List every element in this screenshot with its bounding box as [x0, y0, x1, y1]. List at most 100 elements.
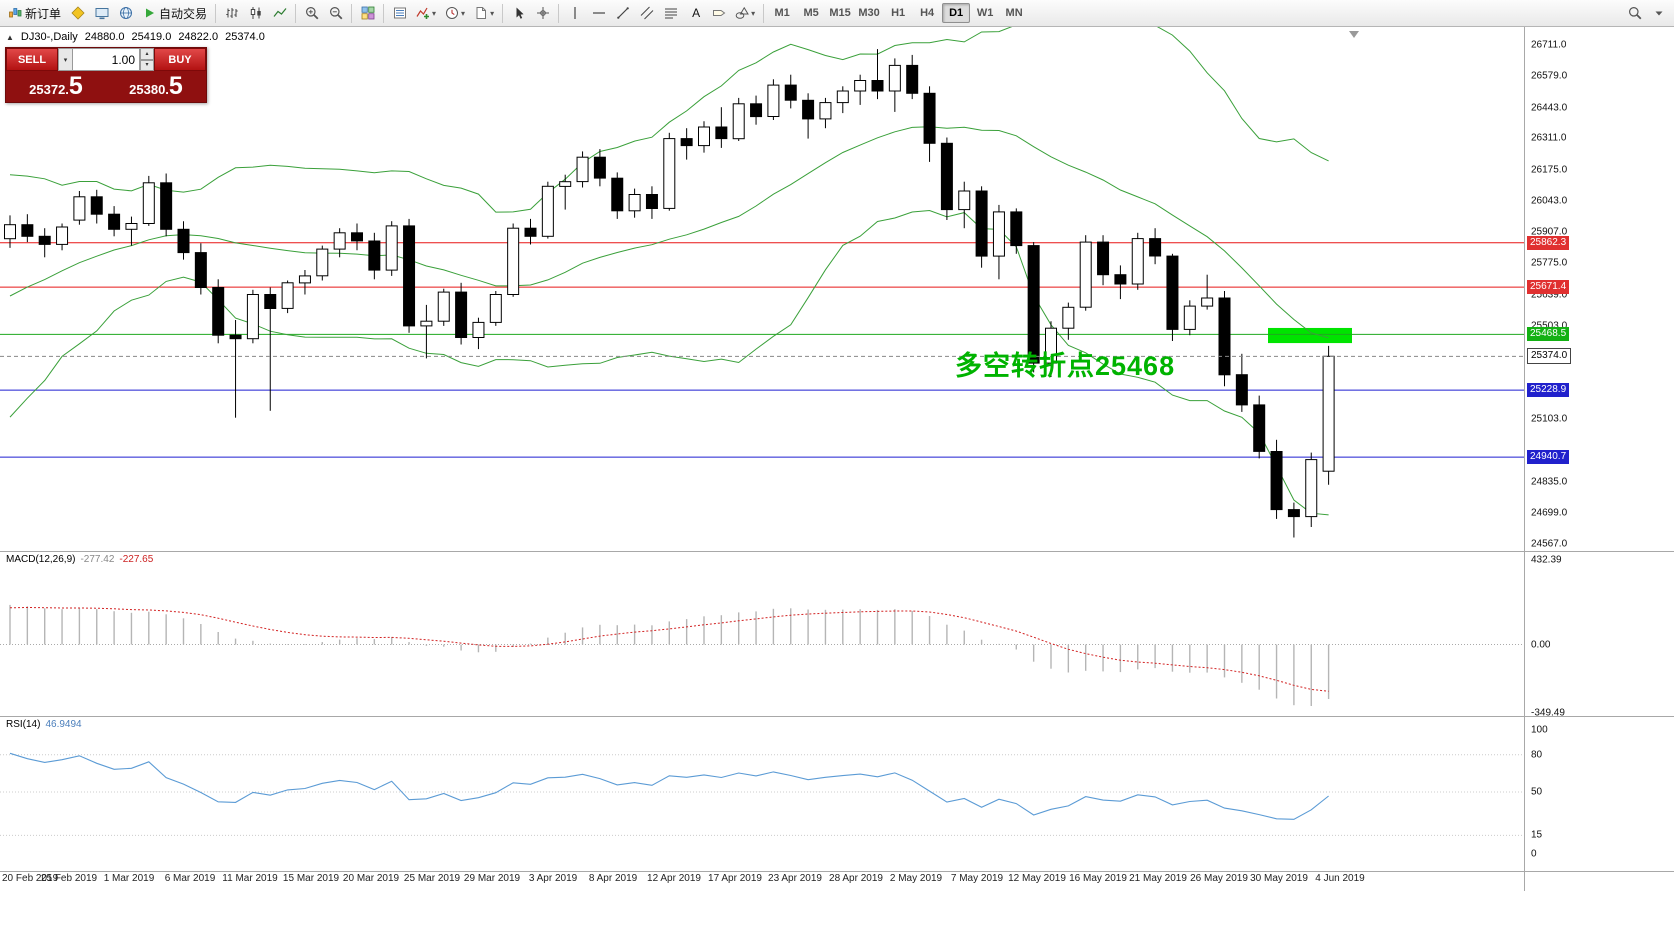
vertical-line-icon	[568, 6, 582, 20]
time-axis-label: 30 May 2019	[1250, 873, 1308, 884]
timeframe-d1-button[interactable]: D1	[942, 3, 971, 23]
time-axis-label: 21 May 2019	[1129, 873, 1187, 884]
sell-price: 25372.5	[6, 72, 106, 101]
metaeditor-button[interactable]	[66, 2, 89, 25]
timeframe-h4-button[interactable]: H4	[913, 3, 941, 23]
chart-annotation-text[interactable]: 多空转折点25468	[955, 351, 1176, 381]
one-click-trading-panel: SELL ▾ 1.00 ▴ ▾ BUY 25372.5 25380.5	[5, 47, 207, 103]
time-axis-label: 29 Mar 2019	[463, 873, 521, 884]
time-axis: 20 Feb 2019 25 Feb 2019 1 Mar 2019 6 Mar 20…	[0, 873, 1524, 889]
indicators-list-button[interactable]	[388, 2, 411, 25]
time-axis-label: 2 May 2019	[889, 873, 943, 884]
axis-tick: 26711.0	[1531, 39, 1567, 51]
buy-price-big-digit: 5	[168, 72, 183, 100]
caret-down-icon: ▾	[751, 8, 756, 18]
tile-windows-button[interactable]	[356, 2, 379, 25]
timeframe-mn-button[interactable]: MN	[1000, 3, 1028, 23]
globe-icon	[119, 6, 133, 20]
timeframe-m5-button[interactable]: M5	[797, 3, 825, 23]
axis-tick: 100	[1531, 724, 1548, 736]
indicators-list-icon	[393, 6, 407, 20]
timeframe-m15-button[interactable]: M15	[826, 3, 854, 23]
zoom-in-button[interactable]	[300, 2, 323, 25]
volume-dropdown-button[interactable]: ▾	[58, 48, 73, 71]
axis-tick: 24567.0	[1531, 538, 1568, 550]
indicators-button[interactable]: ▾	[412, 2, 440, 25]
axis-tick: 26443.0	[1531, 102, 1568, 114]
timeframe-h1-button[interactable]: H1	[884, 3, 912, 23]
toolbar: 新订单 自动交易 ▾ ▾ ▾ A ▾ M1 M5 M15 M30 H1 H4 D1 W1 MN	[0, 0, 1674, 27]
text-label-button[interactable]	[707, 2, 730, 25]
timeframe-w1-button[interactable]: W1	[971, 3, 999, 23]
price-marker: 25374.0	[1527, 348, 1572, 365]
toolbar-separator	[295, 3, 297, 23]
text-button[interactable]: A	[683, 2, 706, 25]
buy-button[interactable]: BUY	[154, 48, 206, 71]
panel-divider[interactable]	[0, 551, 1674, 552]
axis-tick: 26579.0	[1531, 70, 1568, 82]
label-icon	[712, 6, 726, 20]
rsi-indicator-chart[interactable]	[0, 716, 1524, 871]
main-chart[interactable]	[0, 27, 1524, 551]
panel-divider[interactable]	[0, 716, 1674, 717]
candlestick-chart-button[interactable]	[244, 2, 267, 25]
cursor-button[interactable]	[507, 2, 530, 25]
line-chart-button[interactable]	[268, 2, 291, 25]
axis-tick: 25103.0	[1531, 413, 1568, 425]
vertical-line-button[interactable]	[563, 2, 586, 25]
zoom-out-button[interactable]	[324, 2, 347, 25]
time-axis-label: 26 May 2019	[1190, 873, 1248, 884]
time-axis-label: 25 Mar 2019	[403, 873, 461, 884]
trendline-button[interactable]	[611, 2, 634, 25]
shapes-button[interactable]: ▾	[731, 2, 759, 25]
volume-increase-button[interactable]: ▴	[140, 48, 154, 60]
volume-decrease-button[interactable]: ▾	[140, 59, 154, 71]
timeframe-m30-button[interactable]: M30	[855, 3, 883, 23]
periods-button[interactable]: ▾	[441, 2, 469, 25]
help-button[interactable]	[114, 2, 137, 25]
price-marker: 25671.4	[1527, 280, 1570, 295]
search-button[interactable]	[1623, 2, 1646, 25]
symbol-period: DJ30-,Daily	[20, 31, 78, 43]
macd-indicator-chart[interactable]	[0, 551, 1524, 716]
volume-input[interactable]: 1.00	[73, 48, 140, 71]
new-order-button[interactable]: 新订单	[4, 2, 65, 25]
panel-divider	[0, 871, 1674, 872]
time-axis-label: 12 May 2019	[1008, 873, 1066, 884]
axis-tick: 50	[1531, 786, 1543, 798]
toolbar-separator	[502, 3, 504, 23]
autotrading-button[interactable]: 自动交易	[138, 2, 211, 25]
channel-button[interactable]	[635, 2, 658, 25]
rsi-value: 46.9494	[45, 719, 82, 730]
axis-tick: 26311.0	[1531, 132, 1567, 144]
more-button[interactable]	[1647, 2, 1670, 25]
zoom-out-icon	[329, 6, 343, 20]
buy-price-main: 25380.	[129, 82, 169, 97]
new-order-icon	[8, 6, 22, 20]
crosshair-button[interactable]	[531, 2, 554, 25]
time-axis-label: 8 Apr 2019	[588, 873, 638, 884]
cursor-icon	[512, 6, 526, 20]
caret-down-icon: ▾	[432, 8, 437, 18]
highlight-rectangle[interactable]	[1268, 327, 1352, 344]
axis-tick: 26043.0	[1531, 195, 1568, 207]
chart-shift-marker-icon[interactable]	[1349, 31, 1359, 38]
time-axis-label: 3 Apr 2019	[528, 873, 578, 884]
bar-chart-button[interactable]	[220, 2, 243, 25]
shapes-icon	[735, 6, 749, 20]
sell-button[interactable]: SELL	[6, 48, 58, 71]
axis-tick: 24835.0	[1531, 476, 1568, 488]
autotrading-button-label: 自动交易	[159, 6, 208, 21]
caret-down-icon: ▾	[490, 8, 495, 18]
horizontal-line-button[interactable]	[587, 2, 610, 25]
terminal-button[interactable]	[90, 2, 113, 25]
time-axis-label: 28 Apr 2019	[829, 873, 883, 884]
axis-tick: 25907.0	[1531, 226, 1568, 238]
time-axis-label: 6 Mar 2019	[164, 873, 216, 884]
templates-button[interactable]: ▾	[470, 2, 498, 25]
timeframe-m1-button[interactable]: M1	[768, 3, 796, 23]
collapse-quote-icon[interactable]: ▲	[6, 32, 14, 42]
fibonacci-button[interactable]	[659, 2, 682, 25]
axis-tick: -349.49	[1531, 707, 1565, 719]
bar-chart-icon	[225, 6, 239, 20]
